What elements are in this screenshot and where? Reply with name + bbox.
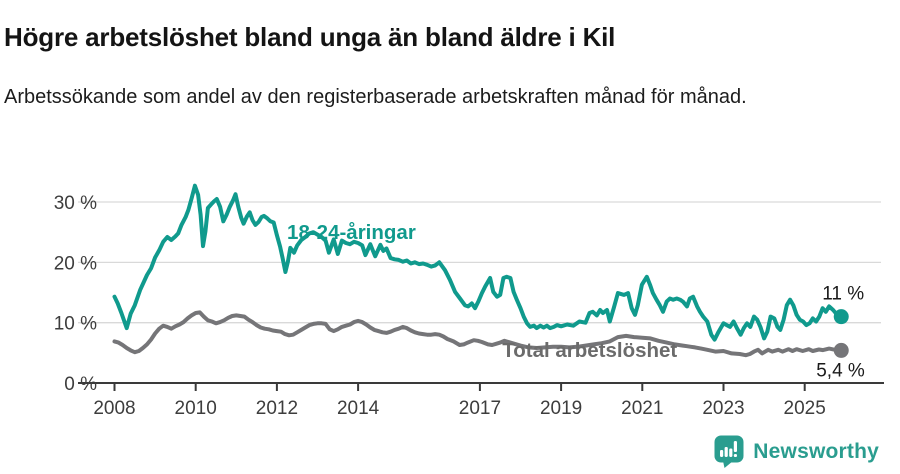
series-line-youth [112,183,844,342]
x-tick-label: 2021 [621,398,663,419]
y-tick-label: 20 % [54,253,97,274]
y-tick-label: 30 % [54,193,97,214]
newsworthy-speech-bubble-bar-chart-icon [714,435,744,468]
brand-name: Newsworthy [753,439,879,463]
x-tick-label: 2008 [93,398,135,419]
x-tick-label: 2012 [256,398,298,419]
end-label-youth: 11 % [822,284,864,305]
x-tick-label: 2025 [784,398,826,419]
chart-title: Högre arbetslöshet bland unga än bland ä… [4,22,616,53]
x-tick-label: 2023 [702,398,744,419]
brand-footer: Newsworthy [714,435,879,468]
series-label-total: Total arbetslöshet [502,339,677,362]
chart-subtitle: Arbetssökande som andel av den registerb… [4,86,747,108]
x-tick-label: 2014 [337,398,380,419]
end-dot-youth [833,309,849,325]
series-line-total [112,310,844,358]
x-tick-label: 2010 [175,398,217,419]
end-dot-total [833,342,849,358]
y-tick-label: 10 % [54,314,97,335]
y-tick-label: 0 % [64,374,97,395]
series-label-youth: 18-24-åringar [287,221,416,244]
x-tick-label: 2019 [540,398,582,419]
x-tick-label: 2017 [459,398,501,419]
end-label-total: 5,4 % [816,360,865,381]
